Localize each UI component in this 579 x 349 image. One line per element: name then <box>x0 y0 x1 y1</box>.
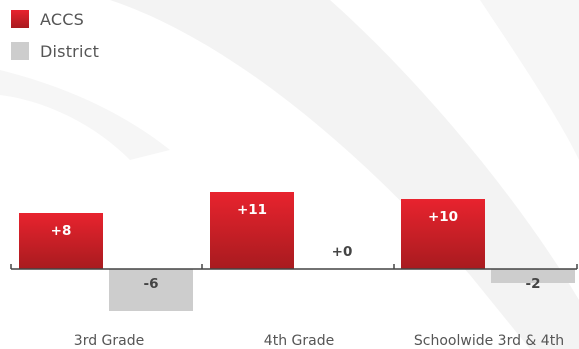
value-label-accs-3: +10 <box>428 209 458 225</box>
bar-district-3 <box>491 269 575 283</box>
category-label-2: 4th Grade <box>264 333 334 349</box>
legend-swatch-district <box>11 42 29 60</box>
bar-accs-3 <box>401 199 485 269</box>
legend-swatch-accs <box>11 10 29 28</box>
legend-item-accs: ACCS <box>11 9 99 29</box>
legend: ACCS District <box>11 9 99 73</box>
category-label-1: 3rd Grade <box>74 333 144 349</box>
bar-accs-2 <box>210 192 294 269</box>
legend-item-district: District <box>11 41 99 61</box>
category-label-3: Schoolwide 3rd & 4th <box>414 333 564 349</box>
bar-district-1 <box>109 269 193 311</box>
value-label-district-3: -2 <box>526 276 541 292</box>
bar-accs-1 <box>19 213 103 269</box>
legend-label-district: District <box>40 41 100 61</box>
value-label-district-2: +0 <box>332 244 353 260</box>
value-label-district-1: -6 <box>144 276 159 292</box>
value-label-accs-2: +11 <box>237 202 267 218</box>
legend-label-accs: ACCS <box>40 9 84 29</box>
value-label-accs-1: +8 <box>51 223 72 239</box>
